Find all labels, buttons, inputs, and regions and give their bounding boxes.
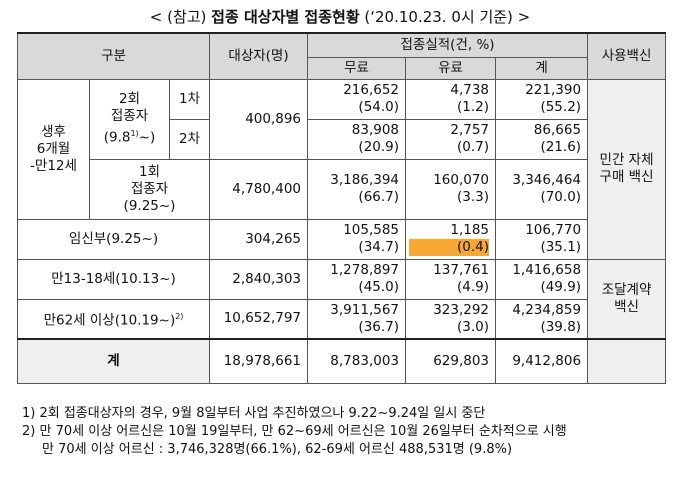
header-free: 무료	[307, 56, 407, 80]
cell: 105,585 (34.7)	[307, 218, 407, 260]
vaccination-table: 구분 대상자(명) 접종실적(건, %) 사용백신 무료 유료 계 생후 6개월…	[16, 32, 667, 384]
note-1: 1) 2회 접종대상자의 경우, 9월 8일부터 사업 추진하였으나 9.22~…	[22, 406, 486, 421]
note-3: 만 70세 이상 어르신 : 3,746,328명(66.1%), 62-69세…	[42, 442, 513, 457]
cell: 1,416,658 (49.9)	[495, 258, 589, 300]
cell: 86,665 (21.6)	[495, 118, 589, 160]
cell: 216,652 (54.0)	[307, 78, 407, 120]
cell: 106,770 (35.1)	[495, 218, 589, 260]
vaccine-private: 민간 자체 구매 백신	[587, 78, 667, 260]
header-paid: 유료	[405, 56, 497, 80]
teen-target: 2,840,303	[209, 258, 309, 300]
cell: 1,278,897 (45.0)	[307, 258, 407, 300]
cell: 4,234,859 (39.8)	[495, 298, 589, 340]
sum-paid: 629,803	[405, 338, 497, 384]
title-bold: 접종 대상자별 접종현황	[211, 8, 360, 26]
header-category: 구분	[16, 32, 211, 80]
header-performance: 접종실적(건, %)	[307, 32, 589, 58]
header-total: 계	[495, 56, 589, 80]
highlight-cell: (0.4)	[409, 239, 490, 256]
vaccine-procured: 조달계약 백신	[587, 258, 667, 340]
cell: 1,185 (0.4)	[405, 218, 497, 260]
pregnant-target: 304,265	[209, 218, 309, 260]
cell: 323,292 (3.0)	[405, 298, 497, 340]
sum-target: 18,978,661	[209, 338, 309, 384]
dose2-label: 2차	[168, 118, 211, 160]
header-target: 대상자(명)	[209, 32, 309, 80]
cell: 160,070 (3.3)	[405, 158, 497, 220]
sum-vaccine-empty	[587, 338, 667, 384]
cell: 83,908 (20.9)	[307, 118, 407, 160]
cell: 137,761 (4.9)	[405, 258, 497, 300]
note-2: 2) 만 70세 이상 어르신은 10월 19일부터, 만 62~69세 어르신…	[22, 424, 567, 439]
elder-target: 10,652,797	[209, 298, 309, 340]
elder-label: 만62세 이상(10.19~)2)	[16, 298, 211, 340]
title-suffix: (‘20.10.23. 0시 기준) >	[359, 8, 531, 26]
pregnant-label: 임신부(9.25~)	[16, 218, 211, 260]
page-title: < (참고) 접종 대상자별 접종현황 (‘20.10.23. 0시 기준) >	[0, 6, 680, 28]
cell: 3,911,567 (36.7)	[307, 298, 407, 340]
title-prefix: < (참고)	[149, 8, 212, 26]
sum-free: 8,783,003	[307, 338, 407, 384]
sum-total: 9,412,806	[495, 338, 589, 384]
cell: 3,186,394 (66.7)	[307, 158, 407, 220]
two-dose-label: 2회 접종자 (9.81)~)	[89, 78, 170, 160]
teen-label: 만13-18세(10.13~)	[16, 258, 211, 300]
dose1-label: 1차	[168, 78, 211, 120]
cell: 4,738 (1.2)	[405, 78, 497, 120]
two-dose-target: 400,896	[209, 78, 309, 160]
one-dose-target: 4,780,400	[209, 158, 309, 220]
one-dose-label: 1회 접종자 (9.25~)	[88, 158, 211, 220]
sum-label: 계	[16, 338, 211, 384]
footnotes: 1) 2회 접종대상자의 경우, 9월 8일부터 사업 추진하였으나 9.22~…	[22, 405, 567, 459]
cell: 221,390 (55.2)	[495, 78, 589, 120]
infant-group-label: 생후 6개월 -만12세	[17, 78, 90, 220]
cell: 2,757 (0.7)	[405, 118, 497, 160]
cell: 3,346,464 (70.0)	[495, 158, 589, 220]
header-vaccine: 사용백신	[587, 32, 667, 80]
